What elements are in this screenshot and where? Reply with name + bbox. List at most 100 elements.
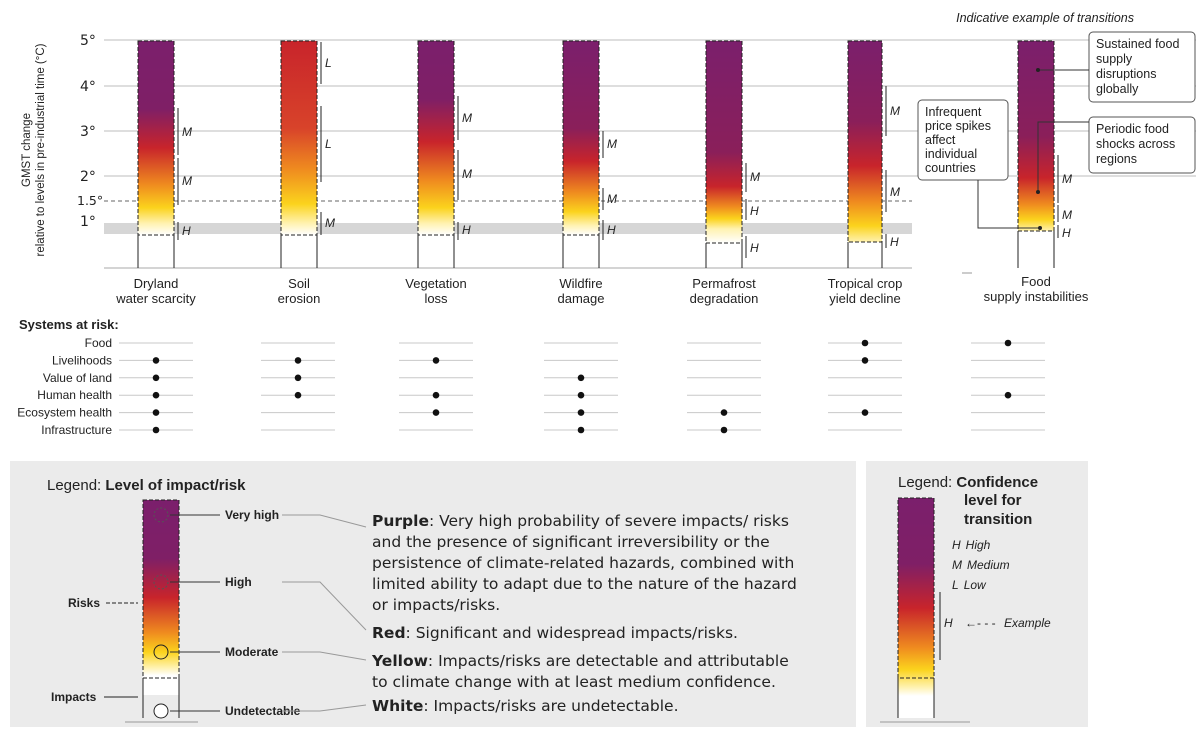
desc-text: : Impacts/risks are detectable and attri… [428,652,789,670]
confidence-letter: M [890,185,900,199]
y-axis-label-line1: GMST change [21,113,33,187]
confidence-letter: H [1062,226,1071,240]
transition-note: Indicative example of transitions [956,11,1134,25]
callout-line: individual [925,147,977,161]
callout-line: Infrequent [925,105,982,119]
callout-line: shocks across [1096,137,1175,151]
system-risk-dot [432,391,440,399]
system-risk-dot [294,391,302,399]
callout-line: supply [1096,52,1133,66]
desc-text: : Significant and widespread impacts/ris… [406,624,738,642]
y-tick-3: 3° [80,124,96,140]
system-risk-dot [1004,391,1012,399]
legend-risk-prefix: Legend: [47,477,105,494]
impacts-label: Impacts [51,690,97,704]
confidence-letter: H [750,204,759,218]
system-risk-dot [152,374,160,382]
y-tick-2: 2° [80,169,96,185]
column-label: Food [1021,274,1051,289]
desc-key: Red [372,624,406,642]
confidence-letter: M [325,216,335,230]
system-risk-dot [152,391,160,399]
column-label: Soil [288,276,310,291]
conf-letter: M [952,558,962,572]
level-marker-high [153,574,169,590]
desc-white: White: Impacts/risks are undetectable. [372,697,679,715]
column-label: water scarcity [115,291,196,306]
column-label: Tropical crop [828,276,903,291]
confidence-letter: H [462,223,471,237]
callout-periodic-food: Periodic food shocks across regions [1036,116,1196,194]
column-label: erosion [278,291,321,306]
system-row-label: Infrastructure [41,423,112,437]
system-risk-dot [577,374,585,382]
callout-line: countries [925,161,976,175]
desc-text: to climate change with at least medium c… [372,673,776,691]
desc-purple: Purple: Very high probability of severe … [372,512,789,530]
conf-level-medium: M Medium [952,558,1010,572]
system-risk-dot [432,409,440,416]
system-risk-dot [294,357,302,364]
system-row-label: Ecosystem health [17,406,112,420]
confidence-letter: H [890,235,899,249]
column-label: yield decline [829,291,901,306]
system-risk-dot [152,409,160,416]
risks-label: Risks [68,596,100,610]
system-risk-dot [577,426,585,434]
column-label: degradation [690,291,759,306]
system-risk-dot [152,426,160,434]
legend-risk-panel: Legend: Level of impact/risk Very high H… [10,461,856,727]
conf-example-label: Example [1004,616,1051,630]
systems-title: Systems at risk: [19,317,119,332]
confidence-letter: M [607,137,617,151]
level-marker-moderate [153,644,169,660]
ember-wildfire-damage: M M H [562,40,617,268]
y-tick-4: 4° [80,79,96,95]
column-label: damage [558,291,605,306]
y-axis-label: GMST change relative to levels in pre-in… [21,43,47,256]
legend-conf-title: Confidence [956,474,1038,491]
confidence-letter: H [182,224,191,238]
callout-sustained-food: Sustained food supply disruptions global… [1036,31,1196,103]
desc-key: Yellow [371,652,428,670]
column-label: Wildfire [559,276,602,291]
desc-text: limited ability to adapt due to the natu… [372,575,797,593]
column-label: loss [424,291,448,306]
legend-risk-title: Level of impact/risk [105,477,246,494]
confidence-letter: L [325,137,332,151]
ember-vegetation-loss: M M H [417,40,472,268]
column-label: Vegetation [405,276,466,291]
y-tick-1: 1° [80,214,96,230]
desc-text: : Impacts/risks are undetectable. [423,697,678,715]
conf-example-arrow-icon: ←- - - [965,616,996,630]
column-label: supply instabilities [984,289,1089,304]
legend-risk-heading: Legend: Level of impact/risk [47,477,246,494]
system-row-label: Value of land [43,371,112,385]
callout-line: disruptions [1096,67,1156,81]
desc-text: persistence of climate-related hazards, … [372,554,794,572]
y-tick-1-5: 1.5° [77,193,103,208]
level-label: Very high [225,508,279,522]
confidence-letter: M [462,111,472,125]
callout-line: globally [1096,82,1139,96]
legend-confidence-panel: Legend: Confidence level for transition … [866,461,1088,727]
conf-level-low: L Low [952,578,987,592]
legend-conf-prefix: Legend: [898,474,956,491]
system-risk-dot [720,409,728,416]
callout-line: affect [925,133,956,147]
y-tick-5: 5° [80,33,96,49]
system-risk-dot [152,357,160,364]
system-risk-dot [294,374,302,382]
conf-letter: H [952,538,961,552]
system-risk-dot [720,426,728,434]
grid [104,39,1196,269]
present-day-band [104,223,912,234]
column-label: Dryland [134,276,179,291]
y-axis-label-line2: relative to levels in pre-industrial tim… [35,43,47,256]
level-label: High [225,575,252,589]
legend-conf-title: transition [964,511,1032,528]
conf-example-letter: H [944,616,953,630]
level-marker-undetectable [153,703,169,719]
desc-key: White [372,697,423,715]
